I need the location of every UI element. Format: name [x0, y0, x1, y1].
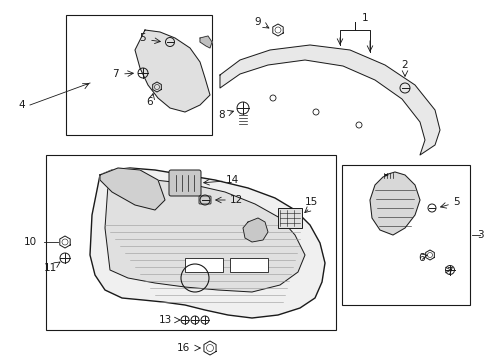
Text: 5: 5: [452, 197, 459, 207]
Text: 16: 16: [176, 343, 190, 353]
Text: 10: 10: [23, 237, 37, 247]
Text: 7: 7: [445, 267, 451, 277]
Bar: [66, 15, 212, 135]
Polygon shape: [200, 36, 212, 48]
Text: 5: 5: [139, 33, 145, 43]
Text: 3: 3: [476, 230, 483, 240]
Text: 6: 6: [418, 253, 425, 263]
Polygon shape: [220, 45, 439, 155]
Text: 9: 9: [254, 17, 261, 27]
Polygon shape: [369, 172, 419, 235]
FancyBboxPatch shape: [199, 196, 210, 204]
Polygon shape: [90, 168, 325, 318]
Text: 14: 14: [225, 175, 239, 185]
Text: 2: 2: [401, 60, 407, 70]
Bar: [46, 155, 335, 330]
Polygon shape: [100, 168, 164, 210]
Bar: [229, 258, 267, 272]
Text: 1: 1: [361, 13, 367, 23]
Text: 13: 13: [158, 315, 171, 325]
Bar: [341, 165, 469, 305]
Bar: [278, 208, 302, 228]
Polygon shape: [105, 180, 305, 292]
Polygon shape: [243, 218, 267, 242]
Text: 7: 7: [111, 69, 118, 79]
Text: 8: 8: [218, 110, 225, 120]
Polygon shape: [135, 30, 209, 112]
Text: 11: 11: [43, 263, 57, 273]
Text: 15: 15: [305, 197, 318, 207]
FancyBboxPatch shape: [169, 170, 201, 196]
Text: 12: 12: [229, 195, 243, 205]
Bar: [184, 258, 223, 272]
Text: 4: 4: [19, 100, 25, 110]
Text: 6: 6: [146, 97, 153, 107]
